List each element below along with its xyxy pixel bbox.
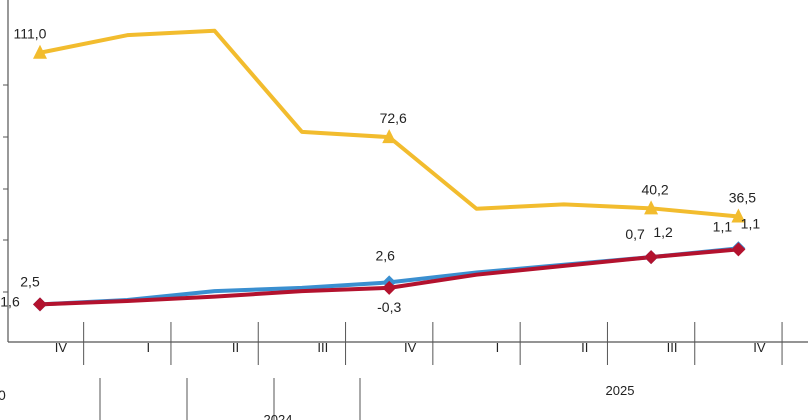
data-label-red: 1,1 xyxy=(713,218,733,234)
x-tick-label: II xyxy=(581,340,588,355)
marker-yellow xyxy=(382,129,397,144)
data-label-yellow: 111,0 xyxy=(14,26,47,42)
marker-red xyxy=(644,250,659,265)
data-label-yellow: 36,5 xyxy=(729,189,756,205)
x-tick-label: I xyxy=(146,340,150,355)
x-tick-label: III xyxy=(667,340,678,355)
x-tick-label: IV xyxy=(55,340,68,355)
marker-yellow xyxy=(731,208,746,223)
data-label-red: 1,6 xyxy=(0,293,20,309)
data-label-yellow: 72,6 xyxy=(380,110,407,126)
data-label-blue: 1,2 xyxy=(653,224,673,240)
marker-yellow xyxy=(33,44,47,59)
data-label-blue: 2,6 xyxy=(375,247,395,263)
marker-red xyxy=(731,242,746,257)
data-label-red: -0,3 xyxy=(377,299,401,315)
y-tick-label: 0 xyxy=(0,387,6,403)
marker-yellow xyxy=(644,200,659,215)
year-label-2024: 2024 xyxy=(264,412,293,420)
x-tick-label: I xyxy=(496,340,500,355)
x-tick-label: IV xyxy=(753,340,766,355)
data-label-blue: 2,5 xyxy=(20,273,40,289)
marker-red xyxy=(33,297,47,312)
marker-red xyxy=(382,280,397,295)
x-tick-label: IV xyxy=(404,340,417,355)
x-tick-label: III xyxy=(317,340,328,355)
year-label-2025: 2025 xyxy=(606,383,635,398)
data-label-red: 0,7 xyxy=(625,226,645,242)
x-tick-label: II xyxy=(232,340,239,355)
data-label-yellow: 40,2 xyxy=(641,181,668,197)
data-label-blue: 1,1 xyxy=(741,215,761,231)
